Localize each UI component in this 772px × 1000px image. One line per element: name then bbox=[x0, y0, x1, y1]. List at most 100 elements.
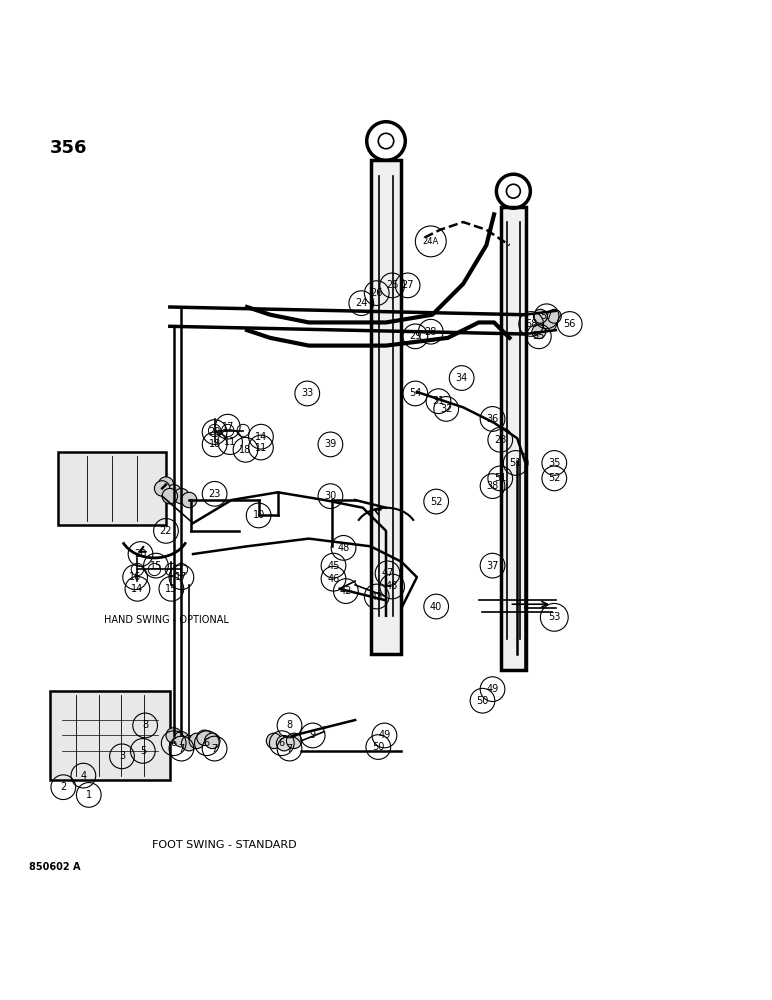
Circle shape bbox=[532, 325, 546, 339]
Circle shape bbox=[166, 728, 181, 743]
Circle shape bbox=[197, 730, 212, 745]
Circle shape bbox=[506, 184, 520, 198]
Text: 49: 49 bbox=[378, 730, 391, 740]
Text: 54: 54 bbox=[409, 388, 422, 398]
Circle shape bbox=[166, 485, 181, 500]
Text: 20: 20 bbox=[134, 549, 147, 559]
Text: 51: 51 bbox=[494, 473, 506, 483]
Text: 356: 356 bbox=[50, 139, 88, 157]
Circle shape bbox=[148, 563, 161, 576]
Text: 6: 6 bbox=[279, 738, 285, 748]
Text: 18: 18 bbox=[239, 445, 252, 455]
Text: 8: 8 bbox=[286, 720, 293, 730]
Text: 15: 15 bbox=[150, 561, 162, 571]
Circle shape bbox=[208, 424, 221, 437]
Text: HAND SWING - OPTIONAL: HAND SWING - OPTIONAL bbox=[104, 615, 229, 625]
Text: 46: 46 bbox=[327, 574, 340, 584]
Text: FOOT SWING - STANDARD: FOOT SWING - STANDARD bbox=[151, 840, 296, 850]
Text: 25: 25 bbox=[386, 280, 398, 290]
Text: 50: 50 bbox=[476, 696, 489, 706]
Text: 55: 55 bbox=[533, 331, 545, 341]
Text: 3: 3 bbox=[119, 751, 125, 761]
Circle shape bbox=[205, 733, 220, 749]
Circle shape bbox=[237, 424, 249, 437]
Text: 36: 36 bbox=[486, 414, 499, 424]
Text: 22: 22 bbox=[160, 526, 172, 536]
Circle shape bbox=[276, 735, 292, 751]
Circle shape bbox=[162, 488, 178, 504]
Text: 6: 6 bbox=[204, 738, 210, 748]
Circle shape bbox=[181, 735, 197, 751]
Text: 15: 15 bbox=[165, 584, 178, 594]
FancyBboxPatch shape bbox=[501, 207, 526, 670]
Text: 53: 53 bbox=[548, 612, 560, 622]
Text: 8: 8 bbox=[142, 720, 148, 730]
Text: 26: 26 bbox=[371, 288, 383, 298]
Circle shape bbox=[533, 309, 547, 323]
Text: 4: 4 bbox=[80, 771, 86, 781]
Circle shape bbox=[266, 733, 282, 749]
Text: 37: 37 bbox=[486, 561, 499, 571]
Text: 24A: 24A bbox=[422, 237, 439, 246]
Text: 35: 35 bbox=[548, 458, 560, 468]
FancyBboxPatch shape bbox=[50, 691, 170, 780]
Text: 16: 16 bbox=[129, 572, 141, 582]
Text: 27: 27 bbox=[401, 280, 414, 290]
Text: 50: 50 bbox=[372, 742, 384, 752]
Text: 30: 30 bbox=[324, 491, 337, 501]
Circle shape bbox=[131, 563, 144, 576]
Circle shape bbox=[547, 309, 561, 323]
Circle shape bbox=[175, 563, 188, 576]
Text: 45: 45 bbox=[327, 561, 340, 571]
Circle shape bbox=[174, 732, 189, 747]
Circle shape bbox=[181, 492, 197, 508]
Text: 52: 52 bbox=[430, 497, 442, 507]
Circle shape bbox=[286, 733, 302, 749]
Text: 1: 1 bbox=[86, 790, 92, 800]
Text: 47: 47 bbox=[381, 568, 394, 578]
Text: 57: 57 bbox=[540, 311, 553, 321]
Text: 11: 11 bbox=[224, 437, 236, 447]
Text: 29: 29 bbox=[409, 331, 422, 341]
FancyBboxPatch shape bbox=[58, 452, 166, 525]
Circle shape bbox=[174, 488, 189, 504]
Text: 33: 33 bbox=[301, 388, 313, 398]
Text: 52: 52 bbox=[548, 473, 560, 483]
Text: 10: 10 bbox=[252, 510, 265, 520]
Text: 9: 9 bbox=[310, 730, 316, 740]
Text: 14: 14 bbox=[131, 584, 144, 594]
Text: 49: 49 bbox=[486, 684, 499, 694]
Text: 20: 20 bbox=[208, 427, 221, 437]
Text: 32: 32 bbox=[440, 404, 452, 414]
Text: 11: 11 bbox=[255, 443, 267, 453]
Text: 51: 51 bbox=[510, 458, 522, 468]
Text: 24: 24 bbox=[355, 298, 367, 308]
Text: 17: 17 bbox=[175, 572, 188, 582]
Text: 23: 23 bbox=[494, 435, 506, 445]
Circle shape bbox=[165, 563, 178, 576]
Circle shape bbox=[222, 424, 234, 437]
Text: 56: 56 bbox=[564, 319, 576, 329]
Text: 2: 2 bbox=[60, 782, 66, 792]
Text: 34: 34 bbox=[455, 373, 468, 383]
Text: 48: 48 bbox=[337, 543, 350, 553]
Text: 850602 A: 850602 A bbox=[29, 862, 81, 872]
Text: 7: 7 bbox=[286, 744, 293, 754]
Text: 17: 17 bbox=[222, 422, 234, 432]
Circle shape bbox=[154, 481, 170, 496]
Text: 23: 23 bbox=[208, 489, 221, 499]
Text: 31: 31 bbox=[432, 396, 445, 406]
Text: 28: 28 bbox=[425, 327, 437, 337]
Text: 58: 58 bbox=[525, 319, 537, 329]
Text: 7: 7 bbox=[178, 744, 185, 754]
Text: 40: 40 bbox=[430, 602, 442, 612]
Circle shape bbox=[378, 133, 394, 149]
Text: 48: 48 bbox=[386, 581, 398, 591]
Circle shape bbox=[543, 317, 557, 331]
Text: 43: 43 bbox=[371, 591, 383, 601]
Text: 14: 14 bbox=[255, 432, 267, 442]
Text: 5: 5 bbox=[140, 746, 146, 756]
Text: 18: 18 bbox=[208, 439, 221, 449]
FancyBboxPatch shape bbox=[371, 160, 401, 654]
Circle shape bbox=[189, 733, 205, 749]
